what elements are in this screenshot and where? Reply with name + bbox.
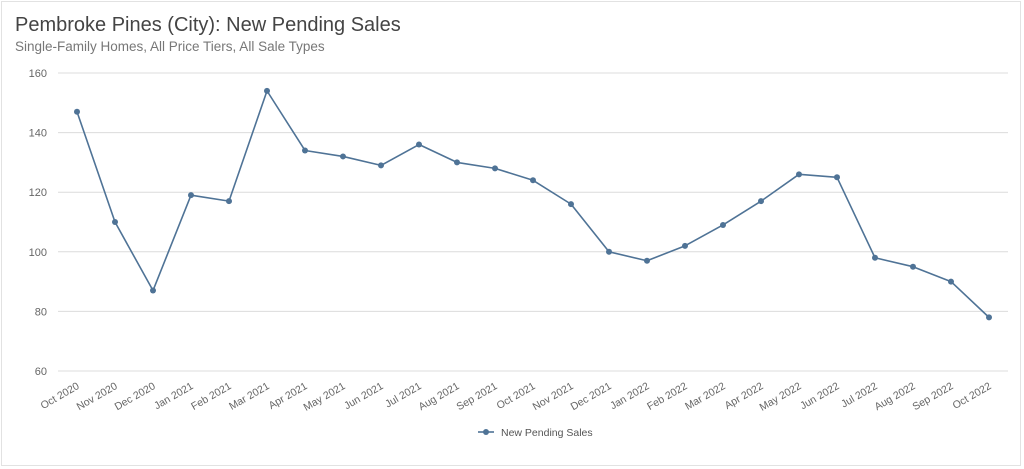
data-point[interactable] [986,314,992,321]
x-tick-label: Dec 2021 [569,380,614,413]
data-point[interactable] [758,198,764,205]
x-tick-label: Aug 2021 [417,380,462,413]
chart-subtitle: Single-Family Homes, All Price Tiers, Al… [15,39,325,54]
y-tick-label: 60 [35,366,47,378]
x-tick-label: May 2022 [758,380,804,414]
data-point[interactable] [948,278,954,285]
legend-label[interactable]: New Pending Sales [501,427,593,439]
x-tick-label: May 2021 [302,380,348,414]
x-tick-label: Aug 2022 [873,380,918,413]
x-tick-label: Feb 2022 [645,380,690,413]
x-tick-label: Mar 2021 [227,380,272,413]
data-point[interactable] [378,162,384,169]
data-point[interactable] [606,248,612,255]
data-point[interactable] [872,254,878,261]
y-tick-label: 120 [29,187,47,199]
x-tick-label: Jan 2022 [608,380,652,412]
series-layer [74,87,992,321]
data-point[interactable] [720,221,726,228]
legend[interactable]: New Pending Sales [478,427,593,439]
data-point[interactable] [150,287,156,294]
y-tick-label: 160 [29,68,47,80]
data-point[interactable] [112,219,118,225]
data-point[interactable] [568,201,574,208]
x-tick-label: Dec 2020 [113,380,158,413]
data-point[interactable] [910,263,916,270]
data-point[interactable] [454,159,460,166]
data-point[interactable] [530,177,536,184]
x-tick-label: Feb 2021 [189,380,234,413]
data-point[interactable] [682,242,688,249]
data-point[interactable] [188,192,194,199]
x-tick-label: Jan 2021 [152,380,196,412]
x-tick-label: Sep 2021 [455,380,500,413]
series-line [76,90,990,318]
x-tick-label: Nov 2020 [75,380,120,413]
x-tick-label: Nov 2021 [531,380,576,413]
data-point[interactable] [492,165,498,172]
data-point[interactable] [416,141,422,148]
x-tick-label: Sep 2022 [911,380,956,413]
data-point[interactable] [264,87,270,94]
x-tick-label: Jun 2022 [798,380,842,412]
y-tick-label: 140 [29,128,47,140]
x-tick-label: Mar 2022 [683,380,728,413]
data-point[interactable] [796,171,802,178]
data-point[interactable] [302,147,308,154]
y-axis-ticks: 60 80 100 120 140 160 [29,68,47,378]
data-point[interactable] [226,198,232,205]
y-tick-label: 100 [29,247,47,259]
legend-dot-marker [483,429,489,435]
x-tick-label: Oct 2022 [951,380,994,412]
chart-title: Pembroke Pines (City): New Pending Sales [15,14,401,36]
y-tick-label: 80 [35,306,47,318]
x-tick-label: Jun 2021 [342,380,386,412]
data-point[interactable] [74,108,80,115]
x-tick-label: Oct 2021 [495,380,538,412]
data-point[interactable] [834,174,840,181]
x-tick-label: Oct 2020 [39,380,82,412]
gridlines [58,72,1008,372]
data-point[interactable] [340,153,346,160]
data-point[interactable] [644,257,650,264]
